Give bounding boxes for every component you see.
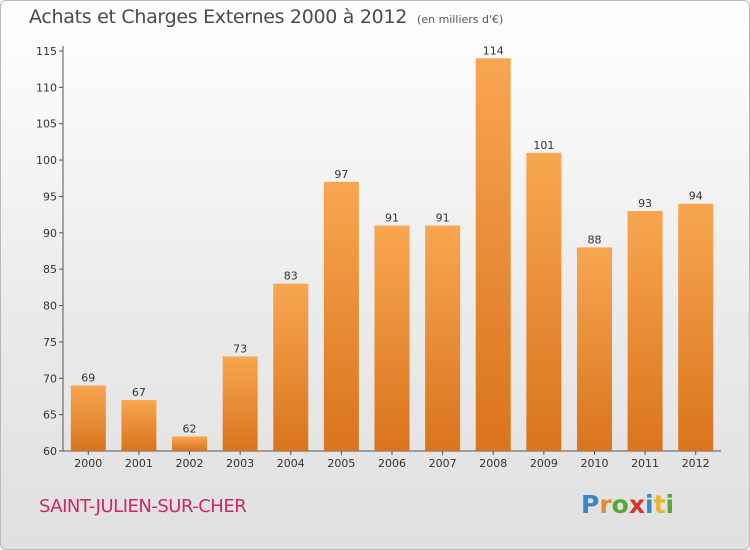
chart-title: Achats et Charges Externes 2000 à 2012 (e… bbox=[29, 6, 503, 28]
value-label: 67 bbox=[132, 386, 146, 399]
logo-letter: P bbox=[581, 490, 600, 519]
logo-letter: i bbox=[665, 490, 675, 519]
chart-subtitle: (en milliers d'€) bbox=[417, 13, 504, 26]
y-tick-label: 105 bbox=[36, 118, 57, 131]
y-tick-label: 85 bbox=[43, 263, 57, 276]
value-label: 83 bbox=[284, 270, 298, 283]
value-label: 91 bbox=[436, 212, 450, 225]
value-label: 97 bbox=[334, 168, 348, 181]
y-tick-label: 100 bbox=[36, 154, 57, 167]
value-label: 93 bbox=[638, 197, 652, 210]
commune-name: SAINT-JULIEN-SUR-CHER bbox=[39, 496, 247, 517]
logo-letter: r bbox=[599, 490, 612, 519]
y-tick-label: 95 bbox=[43, 190, 57, 203]
x-tick-label: 2009 bbox=[530, 457, 558, 470]
bar-2001 bbox=[121, 400, 157, 451]
logo-letter: i bbox=[645, 490, 654, 519]
bars bbox=[70, 58, 714, 451]
value-label: 114 bbox=[483, 44, 504, 57]
x-tick-label: 2001 bbox=[125, 457, 153, 470]
bar-2009 bbox=[526, 152, 562, 451]
x-tick-label: 2007 bbox=[429, 457, 457, 470]
logo-letter: o bbox=[611, 490, 629, 519]
x-tick-label: 2011 bbox=[631, 457, 659, 470]
x-tick-label: 2006 bbox=[378, 457, 406, 470]
y-tick-label: 70 bbox=[43, 372, 57, 385]
bar-2010 bbox=[576, 247, 612, 451]
x-tick-label: 2012 bbox=[682, 457, 710, 470]
logo-letter: t bbox=[653, 490, 666, 519]
value-label: 73 bbox=[233, 342, 247, 355]
x-tick-label: 2002 bbox=[176, 457, 204, 470]
proxiti-logo: Proxiti bbox=[581, 490, 674, 519]
bar-2007 bbox=[425, 225, 461, 451]
y-tick-label: 110 bbox=[36, 81, 57, 94]
x-tick-label: 2008 bbox=[479, 457, 507, 470]
bar-2008 bbox=[475, 58, 511, 451]
value-label: 91 bbox=[385, 212, 399, 225]
bar-2004 bbox=[273, 283, 309, 451]
title-text: Achats et Charges Externes 2000 à 2012 bbox=[29, 6, 408, 28]
bar-2012 bbox=[678, 203, 714, 451]
y-tick-label: 60 bbox=[43, 445, 57, 458]
bar-2011 bbox=[627, 211, 663, 451]
value-label: 62 bbox=[183, 422, 197, 435]
x-tick-label: 2005 bbox=[327, 457, 355, 470]
bar-2000 bbox=[70, 385, 106, 451]
y-tick-label: 65 bbox=[43, 409, 57, 422]
logo-letter: x bbox=[628, 490, 645, 519]
value-label: 69 bbox=[81, 372, 95, 385]
y-tick-label: 115 bbox=[36, 45, 57, 58]
value-label: 88 bbox=[587, 233, 601, 246]
y-tick-label: 75 bbox=[43, 336, 57, 349]
y-tick-label: 90 bbox=[43, 227, 57, 240]
bar-2003 bbox=[222, 356, 258, 451]
bar-2006 bbox=[374, 225, 410, 451]
x-tick-label: 2000 bbox=[74, 457, 102, 470]
x-tick-label: 2003 bbox=[226, 457, 254, 470]
value-label: 101 bbox=[533, 139, 554, 152]
y-tick-label: 80 bbox=[43, 300, 57, 313]
bar-2002 bbox=[172, 436, 208, 451]
value-label: 94 bbox=[689, 190, 703, 203]
x-tick-label: 2004 bbox=[277, 457, 305, 470]
bar-2005 bbox=[323, 181, 359, 451]
x-tick-label: 2010 bbox=[580, 457, 608, 470]
value-labels: 69 67 62 73 83 97 91 91 114 101 88 93 94 bbox=[81, 44, 702, 435]
